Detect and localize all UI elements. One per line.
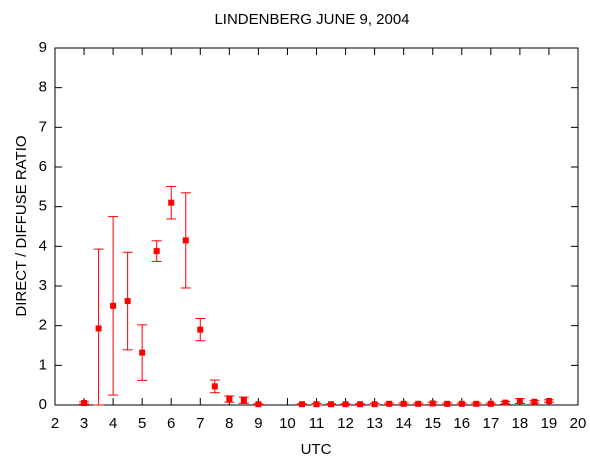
point (168, 199, 175, 206)
point (429, 400, 436, 407)
y-tick-label: 8 (39, 79, 47, 96)
point (357, 401, 364, 408)
x-tick-label: 5 (138, 415, 146, 432)
point (386, 400, 393, 407)
point (240, 397, 247, 404)
plot-frame (54, 47, 579, 406)
x-tick-label: 7 (196, 415, 204, 432)
x-tick-label: 12 (337, 415, 354, 432)
point (211, 383, 218, 390)
point (182, 237, 189, 244)
point (139, 349, 146, 356)
point (415, 400, 422, 407)
point (473, 400, 480, 407)
y-tick-label: 3 (39, 277, 47, 294)
x-tick-label: 18 (512, 415, 529, 432)
point (153, 248, 160, 255)
point (110, 302, 117, 309)
x-tick-label: 10 (279, 415, 296, 432)
point (298, 401, 305, 408)
point (328, 401, 335, 408)
point (255, 401, 262, 408)
point (371, 401, 378, 408)
point (400, 400, 407, 407)
x-tick-label: 20 (570, 415, 587, 432)
point (313, 401, 320, 408)
point (197, 326, 204, 333)
y-tick-label: 0 (39, 396, 47, 413)
y-tick-label: 1 (39, 356, 47, 373)
point (342, 401, 349, 408)
x-tick-label: 14 (395, 415, 412, 432)
x-tick-label: 6 (167, 415, 175, 432)
point (531, 398, 538, 405)
x-tick-label: 15 (424, 415, 441, 432)
y-tick-label: 2 (39, 317, 47, 334)
point (487, 400, 494, 407)
point (545, 398, 552, 405)
y-tick-label: 6 (39, 158, 47, 175)
point (502, 399, 509, 406)
y-tick-label: 5 (39, 198, 47, 215)
x-tick-label: 11 (309, 415, 325, 432)
point (81, 400, 88, 407)
y-axis-label: DIRECT / DIFFUSE RATIO (13, 135, 30, 316)
point (516, 398, 523, 405)
chart-title: LINDENBERG JUNE 9, 2004 (214, 11, 409, 28)
x-tick-label: 19 (541, 415, 558, 432)
x-tick-label: 13 (366, 415, 383, 432)
point (95, 325, 102, 332)
x-axis-label: UTC (301, 441, 332, 458)
x-tick-label: 9 (254, 415, 262, 432)
point (458, 400, 465, 407)
x-tick-label: 4 (109, 415, 117, 432)
point (444, 400, 451, 407)
point (226, 396, 233, 403)
y-tick-label: 4 (39, 237, 47, 254)
x-tick-label: 16 (453, 415, 470, 432)
y-tick-label: 7 (39, 118, 47, 135)
x-tick-label: 8 (225, 415, 233, 432)
x-tick-label: 2 (51, 415, 59, 432)
x-tick-label: 17 (482, 415, 499, 432)
point (124, 298, 131, 305)
x-tick-label: 3 (80, 415, 88, 432)
y-tick-label: 9 (39, 39, 47, 56)
